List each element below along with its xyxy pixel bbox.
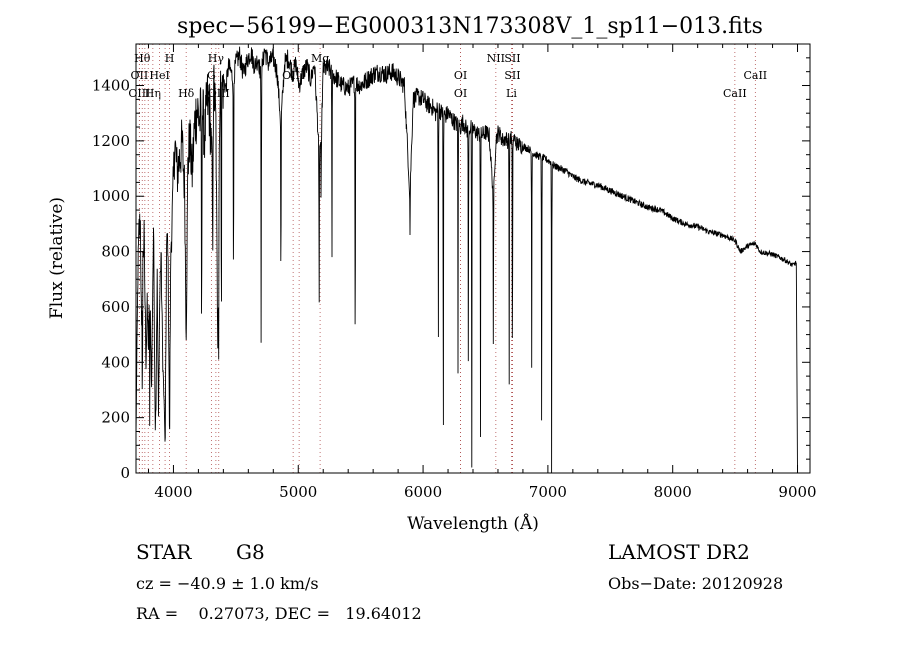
x-tick-label: 9000 [778, 483, 816, 501]
y-tick-label: 1000 [92, 187, 130, 205]
line-marker-label: OII [131, 69, 149, 82]
x-tick-label: 4000 [154, 483, 192, 501]
survey-name: LAMOST DR2 [608, 540, 750, 564]
x-axis-label: Wavelength (Å) [407, 513, 539, 534]
line-marker-label: CaII [723, 87, 747, 100]
x-axis: 4000 5000 6000 7000 8000 9000 [147, 44, 817, 501]
observation-date: Obs−Date: 20120928 [608, 574, 784, 593]
x-tick-label: 7000 [529, 483, 567, 501]
line-marker-label: Hδ [178, 87, 195, 100]
y-tick-label: 1400 [92, 77, 130, 95]
x-tick-label: 8000 [654, 483, 692, 501]
line-marker-label: OI [454, 69, 467, 82]
y-tick-label: 1200 [92, 132, 130, 150]
line-marker-label: Hη [145, 87, 161, 100]
y-tick-label: 600 [101, 298, 130, 316]
spectrum-series [135, 46, 798, 474]
line-marker-label: Li [506, 87, 517, 100]
line-marker-label: HeI [149, 69, 169, 82]
y-tick-label: 800 [101, 243, 130, 261]
line-marker-label: CaII [743, 69, 767, 82]
line-marker-label: NII [487, 52, 505, 65]
x-tick-label: 6000 [404, 483, 442, 501]
y-axis: 0 200 400 600 800 1000 1200 1400 [92, 43, 810, 482]
x-tick-label: 5000 [279, 483, 317, 501]
ra-dec-coordinates: RA = 0.27073, DEC = 19.64012 [136, 604, 422, 623]
y-tick-label: 0 [120, 464, 130, 482]
y-tick-label: 200 [101, 409, 130, 427]
redshift-velocity: cz = −40.9 ± 1.0 km/s [136, 574, 319, 593]
line-marker-label: SII [504, 69, 520, 82]
line-marker-label: H [165, 52, 175, 65]
y-axis-label: Flux (relative) [47, 197, 67, 319]
line-marker-label: Hθ [134, 52, 151, 65]
object-class: STAR [136, 540, 192, 564]
spectrum-line [135, 46, 798, 474]
object-subclass: G8 [236, 540, 265, 564]
line-marker-label: Hγ [208, 52, 225, 65]
plot-frame [135, 43, 811, 474]
line-marker-label: SII [504, 52, 520, 65]
line-marker-label: OI [454, 87, 467, 100]
chart-title: spec−56199−EG000313N173308V_1_sp11−013.f… [177, 14, 763, 39]
line-marker-label: G [207, 69, 216, 82]
y-tick-label: 400 [101, 353, 130, 371]
